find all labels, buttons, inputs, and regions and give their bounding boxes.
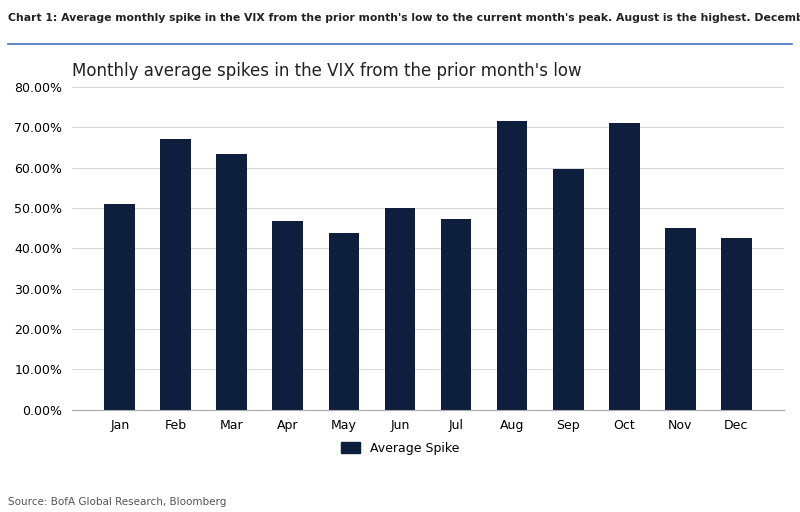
Bar — [161, 139, 191, 410]
Bar — [665, 228, 695, 410]
Bar — [441, 219, 471, 410]
Bar — [385, 208, 415, 410]
Bar — [497, 121, 527, 410]
Text: Source: BofA Global Research, Bloomberg: Source: BofA Global Research, Bloomberg — [8, 497, 226, 507]
Bar — [104, 204, 135, 410]
Text: Monthly average spikes in the VIX from the prior month's low: Monthly average spikes in the VIX from t… — [72, 62, 582, 80]
Legend: Average Spike: Average Spike — [336, 437, 464, 460]
Bar — [721, 238, 752, 410]
Bar — [553, 169, 583, 410]
Text: Chart 1: Average monthly spike in the VIX from the prior month's low to the curr: Chart 1: Average monthly spike in the VI… — [8, 13, 800, 23]
Bar — [217, 154, 247, 410]
Bar — [273, 221, 303, 410]
Bar — [329, 233, 359, 410]
Bar — [609, 123, 639, 410]
